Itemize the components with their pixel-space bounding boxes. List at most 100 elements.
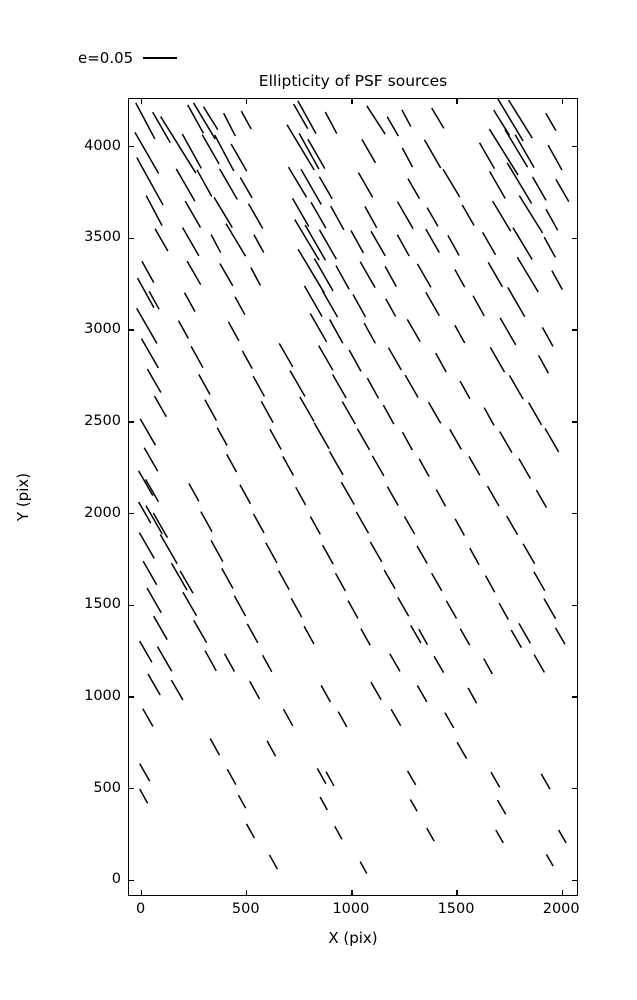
psf-whisker — [331, 374, 347, 399]
psf-whisker — [318, 345, 334, 371]
psf-whisker — [425, 291, 440, 317]
psf-whisker — [140, 338, 160, 369]
y-axis-label: Y (pix) — [14, 472, 32, 522]
psf-whisker — [328, 451, 344, 476]
psf-whisker — [360, 628, 371, 646]
y-tick-mark — [129, 788, 134, 790]
x-tick-mark — [246, 890, 248, 895]
psf-whisker — [364, 205, 378, 229]
psf-whisker — [187, 104, 205, 134]
psf-whisker — [192, 102, 216, 140]
y-tick-label: 2000 — [84, 504, 121, 521]
psf-whisker — [445, 600, 458, 619]
psf-whisker — [356, 428, 371, 451]
psf-whisker — [146, 587, 162, 614]
whisker-group — [134, 99, 570, 874]
psf-whisker — [299, 396, 315, 422]
psf-whisker — [193, 619, 208, 644]
psf-whisker — [219, 263, 234, 287]
psf-whisker — [347, 600, 359, 619]
psf-whisker — [407, 178, 421, 200]
psf-whisker — [541, 327, 554, 347]
psf-whisker — [551, 270, 564, 291]
x-tick-mark — [561, 99, 563, 104]
y-tick-mark — [572, 696, 577, 698]
psf-whisker — [137, 501, 152, 524]
psf-whisker — [366, 377, 380, 399]
x-axis-label: X (pix) — [328, 929, 378, 947]
psf-whisker — [266, 740, 277, 757]
psf-whisker — [222, 112, 236, 137]
psf-whisker — [425, 228, 440, 253]
psf-whisker — [352, 294, 367, 318]
psf-whisker — [444, 712, 455, 729]
psf-whisker — [175, 168, 196, 202]
psf-whisker — [370, 230, 386, 257]
psf-whisker — [426, 207, 439, 227]
x-tick-mark — [456, 99, 458, 104]
psf-whisker — [202, 106, 219, 131]
psf-whisker — [359, 261, 376, 288]
page-title: Ellipticity of PSF sources — [258, 72, 448, 90]
psf-whisker — [487, 261, 504, 288]
psf-whisker — [233, 595, 247, 617]
psf-whisker — [544, 428, 560, 453]
psf-whisker — [431, 572, 443, 592]
psf-whisker — [297, 100, 317, 134]
psf-whisker — [386, 486, 399, 506]
psf-whisker — [401, 431, 414, 451]
psf-whisker — [287, 166, 308, 198]
y-tick-mark — [129, 421, 134, 423]
psf-whisker — [209, 738, 221, 756]
psf-whisker — [522, 543, 536, 565]
psf-whisker — [535, 489, 548, 509]
psf-whisker — [330, 205, 345, 231]
psf-whisker — [454, 518, 466, 536]
x-tick-label: 1000 — [332, 901, 370, 917]
psf-whisker — [489, 171, 506, 199]
psf-whisker — [297, 248, 325, 294]
psf-whisker — [454, 269, 466, 288]
psf-whisker — [341, 401, 356, 425]
psf-whisker — [184, 200, 202, 228]
psf-whisker — [484, 575, 496, 593]
psf-whisker — [309, 313, 328, 343]
psf-whisker — [490, 771, 501, 788]
psf-whisker — [304, 224, 327, 261]
psf-whisker — [136, 157, 164, 206]
psf-whisker — [442, 168, 461, 198]
psf-whisker — [156, 646, 173, 672]
psf-whisker — [369, 541, 383, 563]
x-tick-mark — [351, 890, 353, 895]
x-tick-label: 1500 — [437, 901, 475, 917]
psf-whisker — [269, 428, 282, 450]
psf-whisker — [319, 796, 328, 811]
psf-whisker — [246, 623, 259, 644]
psf-whisker — [139, 788, 149, 804]
psf-whisker — [545, 853, 554, 867]
psf-whisker — [240, 110, 252, 130]
psf-whisker — [518, 458, 532, 480]
psf-whisker — [321, 290, 339, 318]
x-tick-mark — [140, 890, 143, 895]
psf-whisker — [196, 169, 213, 197]
psf-whisker — [348, 349, 362, 372]
y-tick-label: 3000 — [84, 321, 121, 338]
psf-whisker — [404, 374, 419, 398]
psf-whisker — [183, 292, 196, 312]
psf-whisker — [282, 456, 295, 476]
psf-whisker — [528, 402, 543, 426]
psf-whisker — [488, 128, 519, 176]
y-tick-label: 4000 — [84, 137, 121, 154]
y-tick-mark — [572, 512, 577, 515]
psf-whisker — [216, 427, 228, 446]
psf-whisker — [223, 653, 236, 672]
psf-whisker — [148, 291, 160, 310]
psf-whisker — [507, 287, 526, 318]
psf-whisker — [461, 204, 475, 226]
psf-whisker — [318, 229, 337, 260]
psf-whisker — [324, 111, 338, 134]
x-tick-label: 2000 — [542, 901, 580, 917]
x-tick-mark — [561, 890, 563, 895]
psf-whisker — [370, 681, 382, 701]
